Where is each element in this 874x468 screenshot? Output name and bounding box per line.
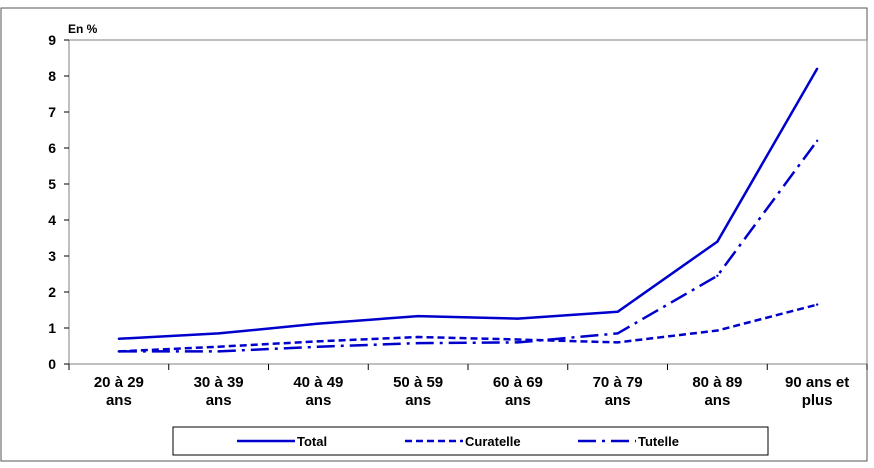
data-point-tutelle [815, 139, 819, 142]
x-tick-label: 60 à 69 ans [493, 374, 543, 409]
data-point-total [616, 310, 619, 313]
data-point-tutelle [217, 350, 220, 353]
y-tick-label: 6 [48, 140, 56, 156]
x-tick-label: 40 à 49 ans [293, 374, 343, 409]
x-tick-label-line: ans [505, 392, 531, 409]
series-line-tutelle [118, 140, 819, 353]
data-point-tutelle [616, 332, 619, 335]
data-point-tutelle [416, 341, 420, 345]
data-point-curatelle [416, 335, 420, 339]
x-tick-label-line: 90 ans et [785, 374, 849, 391]
x-tick-label-line: 80 à 89 [692, 374, 742, 391]
x-tick-label-line: 20 à 29 [94, 374, 144, 391]
x-tick-label-line: ans [206, 392, 232, 409]
x-tick-label-line: plus [802, 392, 833, 409]
data-point-total [117, 337, 121, 340]
x-tick-label-line: 30 à 39 [194, 374, 244, 391]
data-point-tutelle [716, 274, 719, 277]
y-tick-label: 8 [48, 68, 56, 84]
y-tick-label: 7 [48, 104, 56, 120]
data-point-tutelle [317, 345, 320, 348]
x-tick-label: 70 à 79 ans [593, 374, 643, 409]
x-tick-label: 90 ans et plus [785, 374, 849, 409]
data-point-total [217, 332, 220, 335]
data-point-curatelle [317, 340, 320, 343]
x-tick-label-line: ans [704, 392, 730, 409]
data-point-curatelle [815, 303, 819, 306]
data-point-tutelle [117, 350, 121, 353]
x-tick-label-line: ans [106, 392, 132, 409]
y-tick-label: 4 [48, 212, 56, 228]
y-axis-label: En % [68, 22, 98, 36]
y-tick-label: 5 [48, 176, 56, 192]
x-tick-label: 20 à 29 ans [94, 374, 144, 409]
data-point-curatelle [516, 338, 520, 341]
x-tick-label: 80 à 89 ans [692, 374, 742, 409]
x-tick-label: 30 à 39 ans [194, 374, 244, 409]
x-tick-label: 50 à 59 ans [393, 374, 443, 409]
data-point-total [317, 322, 320, 325]
x-tick-label-line: 60 à 69 [493, 374, 543, 391]
x-tick-label-line: ans [305, 392, 331, 409]
data-point-total [516, 317, 520, 320]
data-point-curatelle [217, 345, 220, 348]
x-tick-label-line: 50 à 59 [393, 374, 443, 391]
series-line-curatelle [118, 303, 818, 353]
x-tick-label-line: ans [405, 392, 431, 409]
legend-label-total: Total [297, 434, 327, 449]
data-point-curatelle [716, 329, 719, 332]
data-point-total [716, 240, 719, 243]
legend-label-tutelle: Tutelle [638, 434, 679, 449]
y-tick-label: 3 [48, 248, 56, 264]
y-tick-label: 0 [48, 356, 56, 372]
x-tick-label-line: 40 à 49 [293, 374, 343, 391]
legend: Total Curatelle Tutelle [172, 426, 769, 456]
x-tick-label-line: 70 à 79 [593, 374, 643, 391]
data-point-curatelle [616, 341, 619, 344]
data-point-tutelle [516, 341, 520, 344]
data-point-total [416, 314, 420, 318]
y-tick-label: 9 [48, 32, 56, 48]
data-point-total [815, 67, 819, 71]
series-line-total [118, 68, 819, 341]
y-tick-label: 1 [48, 320, 56, 336]
y-tick-label: 2 [48, 284, 56, 300]
legend-label-curatelle: Curatelle [465, 434, 521, 449]
x-tick-label-line: ans [605, 392, 631, 409]
